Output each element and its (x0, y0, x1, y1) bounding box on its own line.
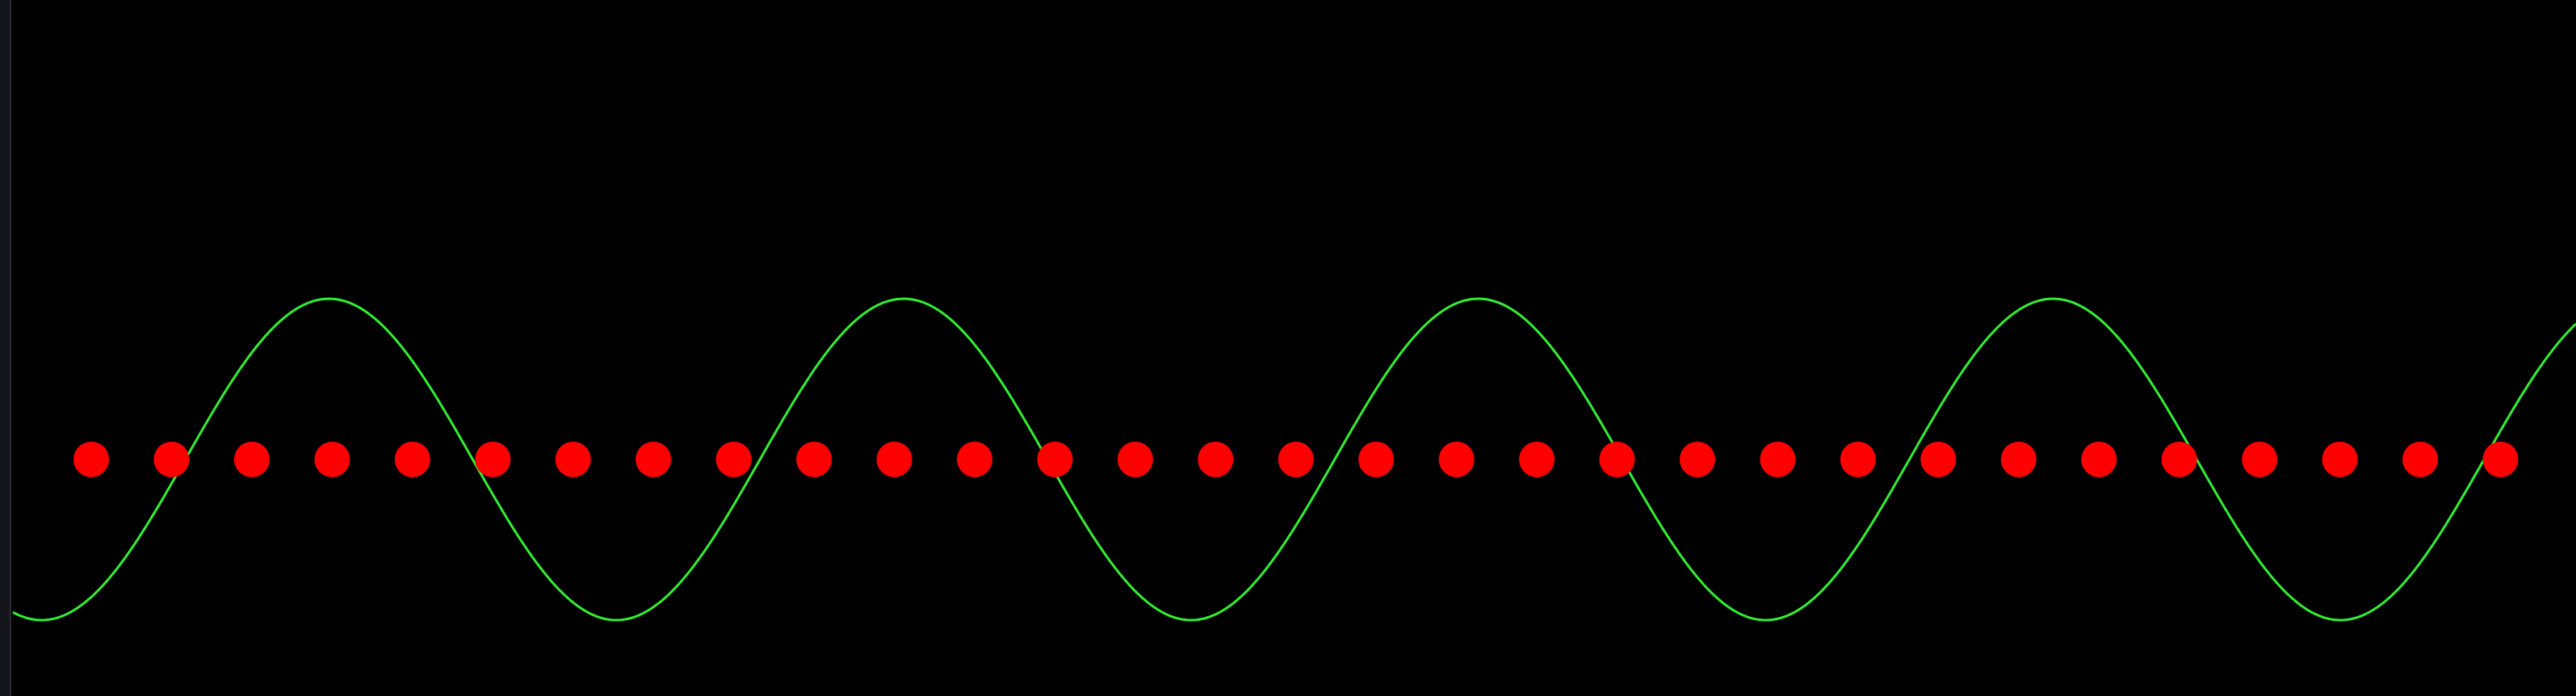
marker-dot (555, 442, 591, 477)
marker-dot (796, 442, 833, 477)
marker-dot (1920, 442, 1957, 477)
marker-dot (2000, 442, 2037, 477)
marker-dot (876, 442, 913, 477)
marker-dot (73, 442, 109, 477)
marker-dot (153, 442, 190, 477)
marker-dot (2161, 442, 2197, 477)
marker-dot (2482, 442, 2519, 477)
marker-dots-layer (73, 442, 2519, 477)
marker-dot (2322, 442, 2358, 477)
marker-dot (1760, 442, 1796, 477)
marker-dot (2402, 442, 2439, 477)
marker-dot (957, 442, 992, 477)
marker-dot (1519, 442, 1555, 477)
marker-dot (636, 442, 672, 477)
marker-dot (1599, 442, 1635, 477)
marker-dot (2081, 442, 2117, 477)
marker-dot (1840, 442, 1876, 477)
marker-dot (1198, 442, 1234, 477)
marker-dot (1438, 442, 1475, 477)
marker-dot (475, 442, 511, 477)
marker-dot (2242, 442, 2278, 477)
sine-curve-line (12, 297, 2576, 622)
marker-dot (1117, 442, 1153, 477)
window-left-edge (0, 0, 11, 696)
marker-dot (1037, 442, 1073, 477)
marker-dot (394, 442, 430, 477)
marker-dot (1278, 442, 1314, 477)
marker-dot (233, 442, 270, 477)
marker-dot (1680, 442, 1715, 477)
marker-dot (715, 442, 752, 477)
sine-curve-layer (12, 297, 2576, 622)
marker-dot (1358, 442, 1395, 477)
marker-dot (314, 442, 350, 477)
